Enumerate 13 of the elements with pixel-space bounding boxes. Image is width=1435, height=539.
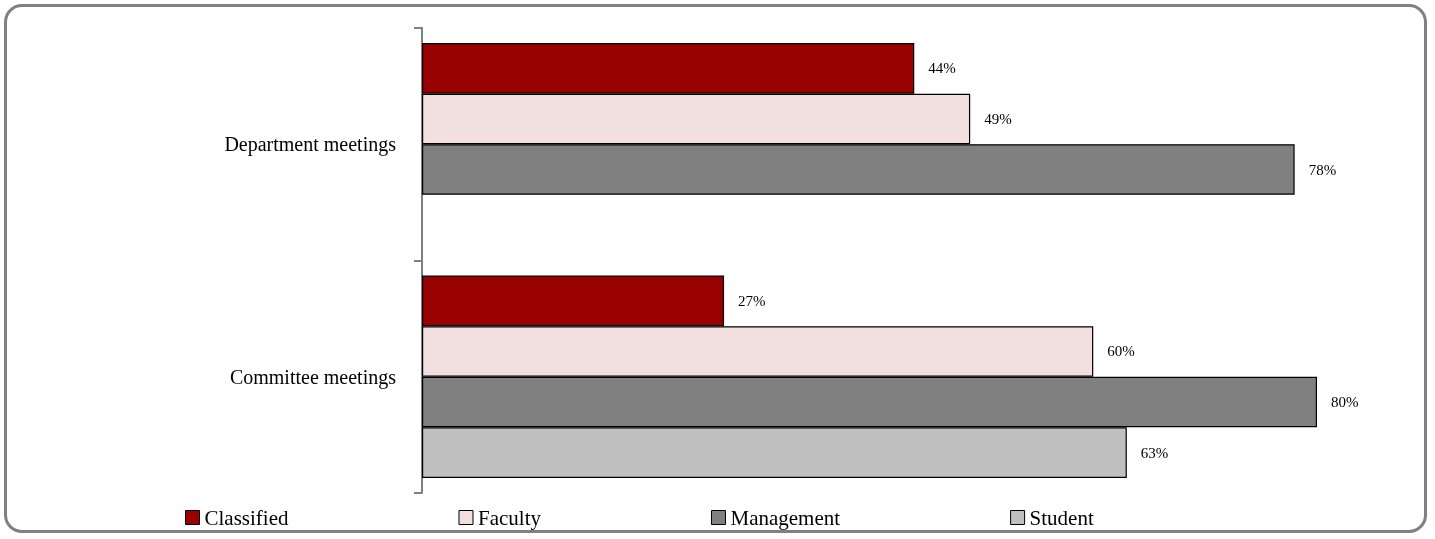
y-tick-label: Committee meetings: [229, 365, 397, 389]
data-label: 44%: [928, 60, 956, 77]
data-label: 80%: [1331, 394, 1359, 411]
legend-label: Faculty: [477, 505, 542, 530]
data-label: 27%: [738, 292, 766, 309]
data-label: 78%: [1308, 161, 1337, 178]
y-tick-label: Department meetings: [224, 133, 397, 157]
legend-label: Classified: [204, 505, 289, 530]
data-label: 63%: [1140, 444, 1169, 461]
data-label: 49%: [984, 110, 1012, 127]
data-label: 60%: [1107, 343, 1135, 360]
legend-label: Student: [1029, 505, 1094, 530]
legend-label: Management: [730, 505, 841, 530]
